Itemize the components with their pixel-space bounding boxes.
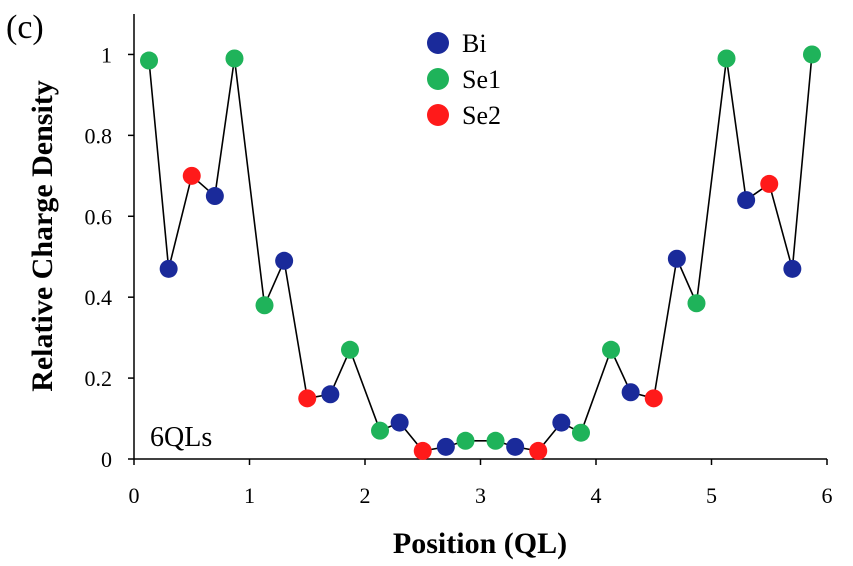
ticks: [128, 53, 828, 465]
x-tick-label: 5: [706, 483, 717, 508]
legend-label-se1: Se1: [462, 65, 501, 94]
y-tick-label: 0.8: [85, 123, 113, 148]
point-se1: [371, 421, 390, 440]
point-se1: [687, 294, 706, 313]
point-se1: [802, 45, 821, 64]
point-se1: [255, 296, 274, 315]
point-se1: [717, 49, 736, 68]
legend-marker-bi: [427, 32, 449, 54]
legend: Bi Se1 Se2: [427, 29, 501, 130]
x-tick-labels: 0 1 2 3 4 5 6: [129, 483, 833, 508]
x-axis-title: Position (QL): [393, 527, 567, 560]
point-se1: [340, 340, 359, 359]
point-bi: [275, 251, 294, 270]
x-tick-label: 6: [822, 483, 833, 508]
point-se2: [760, 174, 779, 193]
point-se1: [140, 51, 159, 70]
legend-marker-se2: [427, 104, 449, 126]
legend-marker-se1: [427, 68, 449, 90]
point-bi: [552, 413, 571, 432]
point-se1: [602, 340, 621, 359]
point-bi: [159, 259, 178, 278]
y-tick-label: 0.2: [85, 366, 113, 391]
legend-label-se2: Se2: [462, 101, 501, 130]
point-se1: [486, 431, 505, 450]
point-se1: [456, 431, 475, 450]
point-se2: [529, 441, 548, 460]
x-tick-label: 0: [129, 483, 140, 508]
point-se1: [571, 423, 590, 442]
point-bi: [667, 249, 686, 268]
point-bi: [390, 413, 409, 432]
point-se2: [298, 389, 317, 408]
data-points: [140, 45, 821, 460]
y-tick-labels: 0 0.2 0.4 0.6 0.8 1: [85, 42, 113, 472]
x-tick-label: 2: [360, 483, 371, 508]
y-tick-label: 0.4: [85, 285, 113, 310]
point-bi: [205, 187, 224, 206]
y-tick-label: 1: [101, 42, 112, 67]
point-bi: [506, 437, 525, 456]
panel-label: (c): [6, 9, 44, 46]
x-tick-label: 3: [475, 483, 486, 508]
point-bi: [321, 385, 340, 404]
point-se2: [644, 389, 663, 408]
point-bi: [737, 191, 756, 210]
legend-label-bi: Bi: [462, 29, 487, 58]
y-tick-label: 0.6: [85, 204, 113, 229]
x-tick-label: 1: [244, 483, 255, 508]
point-bi: [783, 259, 802, 278]
point-se2: [182, 166, 201, 185]
annotation-6qls: 6QLs: [150, 422, 212, 453]
point-se1: [225, 49, 244, 68]
y-tick-label: 0: [101, 447, 112, 472]
point-se2: [413, 441, 432, 460]
y-axis-title: Relative Charge Density: [26, 80, 59, 392]
x-tick-label: 4: [591, 483, 602, 508]
point-bi: [621, 383, 640, 402]
series-line: [148, 54, 813, 452]
point-bi: [436, 437, 455, 456]
